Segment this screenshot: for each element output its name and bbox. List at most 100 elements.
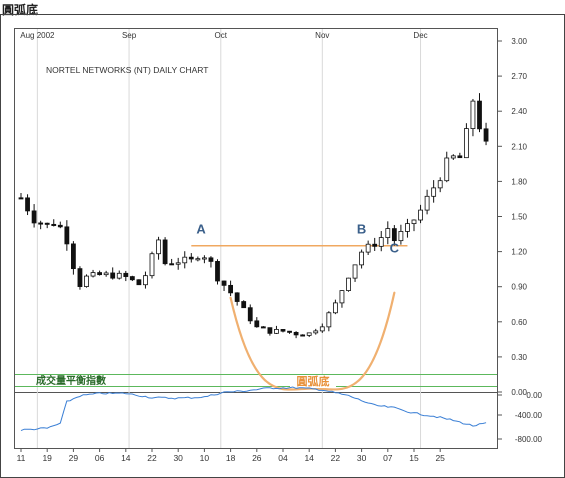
candle-body: [221, 280, 227, 286]
candle-body: [162, 239, 168, 265]
candle-body: [424, 195, 430, 211]
candle-body: [38, 222, 44, 225]
candle-body: [195, 258, 201, 261]
candle-body: [215, 261, 220, 282]
candle-body: [71, 243, 76, 270]
candle-body: [444, 157, 450, 182]
x-tick-label: 19: [42, 453, 52, 463]
candle-body: [182, 256, 188, 264]
x-tick-label: 30: [357, 453, 367, 463]
x-tick-label: 25: [435, 453, 445, 463]
candle-body: [241, 301, 247, 309]
candle-body: [97, 272, 102, 276]
candle-body: [280, 329, 286, 332]
obv-line: [20, 386, 487, 432]
candle-body: [313, 330, 319, 334]
candle-body: [326, 312, 332, 328]
x-tick-label: 30: [173, 453, 183, 463]
month-label: Oct: [215, 31, 228, 40]
x-tick-label: 06: [95, 453, 105, 463]
candle-body: [450, 155, 456, 159]
candle-body: [31, 210, 37, 224]
chart-title-bar: 圓弧底: [2, 3, 39, 17]
annotations: A B C: [196, 222, 399, 256]
candle-body: [116, 272, 122, 279]
x-tick-label: 11: [17, 453, 26, 463]
plot-border: [14, 28, 498, 449]
x-tick-label: 15: [409, 453, 419, 463]
candle-body: [77, 268, 83, 287]
candle-body: [247, 307, 253, 322]
candle-body: [90, 272, 96, 277]
x-tick-label: 10: [200, 453, 210, 463]
candle-body: [254, 320, 260, 328]
candle-body: [378, 237, 384, 247]
candle-body: [418, 209, 423, 221]
candle-body: [201, 257, 207, 260]
chart-subtitle: NORTEL NETWORKS (NT) DAILY CHART: [46, 65, 208, 75]
candle-body: [169, 263, 175, 266]
candle-body: [18, 197, 24, 200]
annotation-label: A: [196, 222, 206, 237]
annotation-label: B: [357, 222, 366, 237]
candle-body: [188, 256, 194, 260]
price-tick-label: 0.30: [511, 353, 527, 362]
price-tick-label: 0.90: [511, 283, 527, 292]
candle-body: [260, 326, 266, 329]
pattern-label-bg: [290, 375, 336, 388]
candle-body: [398, 231, 404, 242]
candle-body: [346, 277, 351, 291]
candle-body: [372, 243, 378, 247]
candle-body: [44, 222, 50, 225]
month-label: Aug 2002: [20, 31, 55, 40]
candle-body: [25, 197, 30, 212]
candle-body: [483, 128, 489, 142]
candle-body: [57, 224, 63, 228]
candle-body: [405, 223, 410, 232]
month-label: Nov: [315, 31, 329, 40]
price-tick-label: 3.00: [511, 37, 527, 46]
candle-body: [411, 219, 417, 225]
candle-body: [156, 239, 161, 255]
candle-body: [149, 253, 155, 277]
price-tick-label: 1.50: [511, 213, 527, 222]
x-tick-label: 18: [226, 453, 236, 463]
candle-body: [365, 243, 371, 253]
price-axis: 3.00 2.70 2.40 2.10 1.80 1.50 1.20 0.90 0.60 0.30…: [497, 37, 528, 397]
price-tick-label: 1.80: [511, 177, 527, 186]
candle-body: [477, 100, 482, 130]
x-tick-label: 07: [383, 453, 393, 463]
candle-body: [274, 329, 279, 334]
month-label: Dec: [413, 31, 427, 40]
candle-body: [437, 180, 443, 189]
candle-body: [293, 331, 299, 336]
month-label: Sep: [122, 31, 137, 40]
candle-body: [208, 257, 214, 262]
price-tick-label: 2.10: [511, 142, 527, 151]
candle-body: [84, 275, 89, 287]
x-tick-label: 22: [331, 453, 341, 463]
candle-body: [300, 334, 306, 337]
x-tick-label: 22: [147, 453, 157, 463]
candlesticks: [18, 93, 489, 339]
price-tick-label: 2.70: [511, 72, 527, 81]
candle-body: [136, 279, 142, 286]
indicator-label: 成交量平衡指數: [36, 374, 106, 387]
x-axis: 11 19 29 06 14 22 30 10 18 26 04 14 22 30 07 15 25: [17, 448, 445, 463]
x-tick-label: 29: [69, 453, 79, 463]
month-labels: Aug 2002 Sep Oct Nov Dec: [20, 31, 427, 40]
candle-body: [385, 228, 391, 238]
indicator-tick-label: -400.00: [515, 411, 543, 420]
annotation-label: C: [390, 240, 400, 255]
price-tick-label: 2.40: [511, 107, 527, 116]
pattern-label: 圓弧底: [297, 374, 330, 388]
candle-body: [175, 262, 181, 265]
x-tick-label: 04: [278, 453, 288, 463]
candle-body: [228, 284, 234, 294]
indicator-axis: 0.00 -400.00 -800.00: [497, 391, 543, 444]
candle-body: [463, 128, 469, 159]
indicator-tick-label: 0.00: [526, 391, 542, 400]
indicator-tick-label: -800.00: [515, 435, 543, 444]
candle-body: [359, 251, 365, 266]
